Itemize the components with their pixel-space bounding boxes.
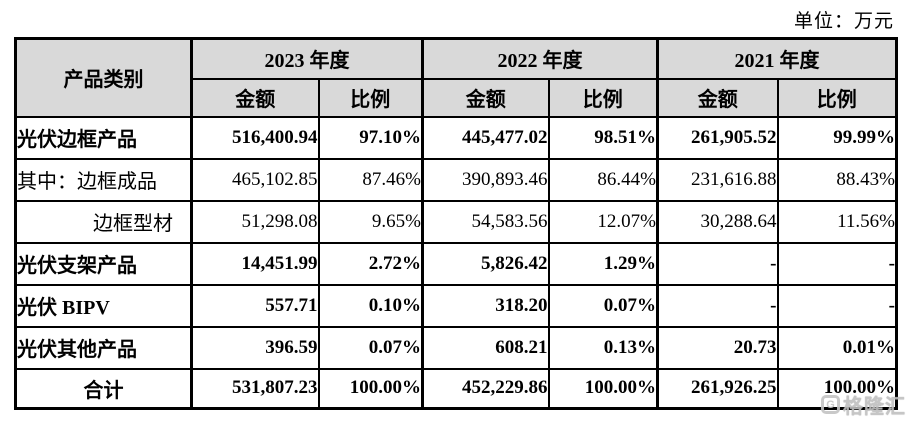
header-ratio-2022: 比例 <box>547 77 659 118</box>
cell-ratio-2023: 97.10% <box>317 115 424 160</box>
cell-ratio-2021: 99.99% <box>776 115 898 160</box>
cell-ratio-2023: 2.72% <box>317 241 424 286</box>
cell-ratio-2021: 88.43% <box>776 157 898 202</box>
header-row-years: 产品类别 2023 年度 2022 年度 2021 年度 <box>14 37 898 118</box>
header-year-2022: 2022 年度 <box>421 37 659 80</box>
product-revenue-table: 产品类别 2023 年度 2022 年度 2021 年度 金额 比例 金额 比例… <box>14 37 898 410</box>
cell-ratio-2023: 0.07% <box>317 325 424 370</box>
header-amount-2021: 金额 <box>656 77 779 118</box>
cell-ratio-2023: 100.00% <box>317 367 424 410</box>
cell-amount-2022: 608.21 <box>421 325 550 370</box>
row-label: 光伏 BIPV <box>14 283 193 328</box>
cell-ratio-2023: 0.10% <box>317 283 424 328</box>
cell-ratio-2021: 100.00% <box>776 367 898 410</box>
header-product-category: 产品类别 <box>14 37 193 118</box>
cell-ratio-2022: 1.29% <box>547 241 659 286</box>
cell-amount-2022: 5,826.42 <box>421 241 550 286</box>
unit-label: 单位：万元 <box>793 11 894 32</box>
cell-amount-2023: 557.71 <box>190 283 320 328</box>
table-row-frame-profiles: 边框型材 51,298.08 9.65% 54,583.56 12.07% 30… <box>14 199 898 244</box>
cell-amount-2022: 445,477.02 <box>421 115 550 160</box>
cell-amount-2021: - <box>656 283 779 328</box>
cell-ratio-2021: 11.56% <box>776 199 898 244</box>
row-label: 光伏边框产品 <box>14 115 193 160</box>
row-label: 光伏其他产品 <box>14 325 193 370</box>
cell-amount-2022: 452,229.86 <box>421 367 550 410</box>
cell-amount-2021: 231,616.88 <box>656 157 779 202</box>
cell-amount-2021: 261,926.25 <box>656 367 779 410</box>
cell-ratio-2022: 100.00% <box>547 367 659 410</box>
table-row-mounting-products: 光伏支架产品 14,451.99 2.72% 5,826.42 1.29% - … <box>14 241 898 286</box>
row-label: 其中：边框成品 <box>14 157 193 202</box>
cell-amount-2021: 261,905.52 <box>656 115 779 160</box>
cell-amount-2023: 396.59 <box>190 325 320 370</box>
cell-ratio-2023: 9.65% <box>317 199 424 244</box>
header-amount-2022: 金额 <box>421 77 550 118</box>
cell-amount-2023: 14,451.99 <box>190 241 320 286</box>
cell-ratio-2022: 98.51% <box>547 115 659 160</box>
row-label-total: 合计 <box>14 367 193 410</box>
cell-amount-2023: 465,102.85 <box>190 157 320 202</box>
cell-ratio-2022: 0.07% <box>547 283 659 328</box>
row-label: 光伏支架产品 <box>14 241 193 286</box>
cell-ratio-2021: - <box>776 241 898 286</box>
table-row-frame-finished: 其中：边框成品 465,102.85 87.46% 390,893.46 86.… <box>14 157 898 202</box>
cell-amount-2021: - <box>656 241 779 286</box>
cell-amount-2022: 54,583.56 <box>421 199 550 244</box>
cell-ratio-2022: 0.13% <box>547 325 659 370</box>
cell-ratio-2022: 86.44% <box>547 157 659 202</box>
table-row-total: 合计 531,807.23 100.00% 452,229.86 100.00%… <box>14 367 898 410</box>
cell-amount-2022: 318.20 <box>421 283 550 328</box>
cell-amount-2023: 516,400.94 <box>190 115 320 160</box>
row-label: 边框型材 <box>14 199 193 244</box>
cell-ratio-2023: 87.46% <box>317 157 424 202</box>
header-ratio-2023: 比例 <box>317 77 424 118</box>
table-row-other-products: 光伏其他产品 396.59 0.07% 608.21 0.13% 20.73 0… <box>14 325 898 370</box>
cell-ratio-2022: 12.07% <box>547 199 659 244</box>
header-year-2021: 2021 年度 <box>656 37 898 80</box>
cell-ratio-2021: - <box>776 283 898 328</box>
cell-amount-2022: 390,893.46 <box>421 157 550 202</box>
header-row-subcolumns: 金额 比例 金额 比例 金额 比例 <box>16 77 898 118</box>
header-year-2023: 2023 年度 <box>190 37 424 80</box>
header-amount-2023: 金额 <box>190 77 320 118</box>
table-row-bipv: 光伏 BIPV 557.71 0.10% 318.20 0.07% - - <box>14 283 898 328</box>
cell-ratio-2021: 0.01% <box>776 325 898 370</box>
cell-amount-2023: 531,807.23 <box>190 367 320 410</box>
cell-amount-2021: 30,288.64 <box>656 199 779 244</box>
cell-amount-2021: 20.73 <box>656 325 779 370</box>
table-row-frame-products: 光伏边框产品 516,400.94 97.10% 445,477.02 98.5… <box>14 115 898 160</box>
cell-amount-2023: 51,298.08 <box>190 199 320 244</box>
header-ratio-2021: 比例 <box>776 77 898 118</box>
